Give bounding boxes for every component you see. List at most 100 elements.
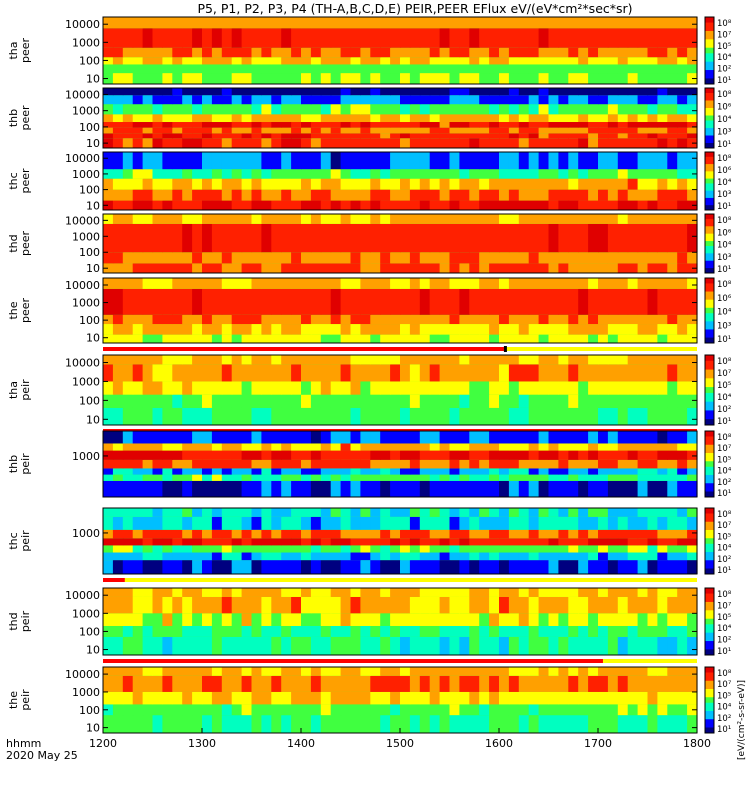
- band-cell: [390, 57, 401, 65]
- band-cell: [310, 431, 322, 444]
- panel-frame: [102, 151, 698, 211]
- band-cell: [607, 459, 619, 469]
- colorbar-tick-label: 10⁸: [717, 433, 732, 443]
- band-cell: [251, 364, 262, 382]
- band-cell: [598, 133, 609, 139]
- band-cell: [330, 252, 342, 264]
- band-cell: [598, 334, 609, 343]
- band-cell: [459, 127, 470, 134]
- band-cell: [261, 474, 272, 481]
- band-cell: [568, 516, 579, 530]
- band-cell: [667, 715, 678, 733]
- band-cell: [578, 47, 589, 58]
- colorbar-tick-label: 10⁵: [717, 613, 731, 623]
- band-cell: [152, 560, 163, 574]
- colorbar-cell: [705, 477, 714, 481]
- band-cell: [231, 480, 243, 497]
- colorbar-cell: [705, 318, 714, 322]
- band-cell: [281, 704, 292, 716]
- band-cell: [380, 715, 391, 733]
- colorbar-cell: [705, 100, 714, 104]
- band-cell: [469, 636, 480, 655]
- band-cell: [419, 364, 431, 382]
- band-cell: [231, 381, 243, 395]
- band-cell: [122, 57, 134, 65]
- band-cell: [281, 314, 292, 325]
- band-cell: [538, 538, 550, 546]
- band-cell: [152, 288, 163, 315]
- band-cell: [340, 596, 352, 614]
- colorbar-cell: [705, 395, 714, 400]
- band-cell: [182, 552, 193, 561]
- band-cell: [538, 95, 550, 105]
- band-cell: [499, 407, 510, 425]
- band-cell: [647, 596, 658, 614]
- band-cell: [518, 127, 530, 134]
- band-cell: [409, 529, 421, 539]
- band-cell: [202, 538, 213, 546]
- colorbar-cell: [705, 519, 714, 523]
- band-cell: [508, 73, 520, 84]
- band-cell: [588, 223, 599, 253]
- band-cell: [360, 667, 371, 676]
- band-cell: [548, 314, 559, 325]
- band-cell: [449, 468, 460, 475]
- colorbar-cell: [705, 546, 714, 550]
- energy-band: [103, 17, 698, 29]
- band-cell: [142, 104, 154, 115]
- band-cell: [518, 450, 530, 460]
- band-cell: [320, 613, 332, 626]
- band-cell: [400, 200, 411, 210]
- band-cell: [617, 223, 629, 253]
- band-cell: [518, 508, 530, 517]
- colorbar-cell: [705, 67, 714, 71]
- band-cell: [340, 474, 352, 481]
- band-cell: [409, 57, 421, 65]
- band-cell: [122, 263, 134, 273]
- band-cell: [607, 443, 619, 451]
- band-cell: [390, 73, 401, 84]
- colorbar-tick-label: 10⁷: [717, 680, 732, 690]
- y-tick-label: 100: [79, 121, 100, 134]
- y-tick-label: 100: [79, 54, 100, 67]
- band-cell: [142, 278, 154, 289]
- band-cell: [202, 691, 213, 705]
- band-cell: [508, 538, 520, 546]
- band-cell: [281, 214, 292, 224]
- band-cell: [142, 263, 154, 273]
- band-cell: [409, 560, 421, 574]
- band-cell: [122, 431, 134, 444]
- band-cell: [409, 214, 421, 224]
- band-cell: [469, 263, 480, 273]
- band-cell: [221, 263, 233, 273]
- band-cell: [647, 104, 658, 115]
- band-cell: [499, 675, 510, 692]
- band-cell: [627, 200, 639, 210]
- band-cell: [291, 480, 302, 497]
- band-cell: [291, 278, 302, 289]
- colorbar-cell: [705, 711, 714, 715]
- band-cell: [162, 381, 173, 395]
- band-cell: [330, 334, 342, 343]
- band-cell: [499, 545, 510, 553]
- band-cell: [528, 334, 540, 343]
- band-cell: [489, 122, 500, 128]
- band-cell: [291, 114, 302, 123]
- band-cell: [449, 189, 460, 201]
- band-cell: [607, 127, 619, 134]
- band-cell: [192, 459, 203, 469]
- band-cell: [211, 17, 223, 29]
- band-cell: [330, 104, 342, 115]
- band-cell: [637, 474, 649, 481]
- band-cell: [122, 127, 134, 134]
- band-cell: [360, 459, 371, 469]
- band-cell: [390, 252, 401, 264]
- band-cell: [142, 189, 154, 201]
- colorbar-cell: [705, 305, 714, 309]
- colorbar-cell: [705, 145, 714, 149]
- colorbar-cell: [705, 604, 714, 609]
- band-cell: [310, 122, 322, 128]
- band-cell: [469, 133, 480, 139]
- band-cell: [627, 47, 639, 58]
- band-cell: [370, 691, 381, 705]
